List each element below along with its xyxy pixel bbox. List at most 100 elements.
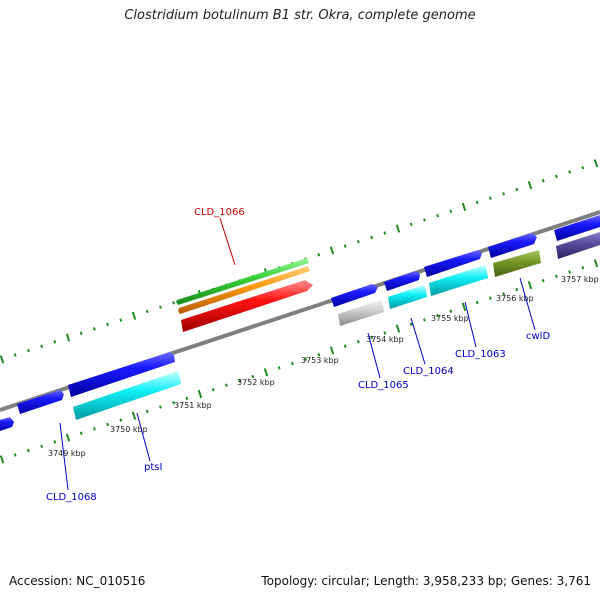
scale-label: 3749 kbp	[48, 449, 86, 458]
minor-tick	[317, 253, 321, 257]
minor-tick	[106, 322, 110, 327]
minor-tick	[79, 331, 83, 335]
minor-tick	[502, 192, 506, 196]
minor-tick	[370, 235, 374, 240]
minor-tick	[238, 379, 242, 383]
minor-tick	[172, 300, 176, 305]
leader-line	[519, 277, 536, 331]
major-tick	[131, 411, 137, 420]
map-title: Clostridium botulinum B1 str. Okra, comp…	[124, 8, 476, 23]
scale-label: 3751 kbp	[174, 401, 212, 410]
gene-arrow-cyan[interactable]	[429, 265, 488, 296]
accession-text: Accession: NC_010516	[9, 574, 146, 588]
minor-tick	[422, 318, 426, 322]
minor-tick	[422, 218, 426, 222]
gene-arrow-orange[interactable]	[178, 266, 310, 314]
gene-arrow-blue[interactable]	[68, 352, 175, 397]
upper-tick-row	[0, 159, 599, 364]
minor-tick	[172, 400, 176, 405]
gene-arrow-blue[interactable]	[331, 284, 378, 307]
minor-tick	[53, 340, 57, 344]
gene-arrow-olive[interactable]	[493, 250, 541, 277]
minor-tick	[356, 239, 360, 244]
scale-labels: 3749 kbp 3750 kbp 3751 kbp 3752 kbp 3753…	[48, 275, 599, 458]
minor-tick	[581, 165, 585, 170]
minor-tick	[53, 440, 57, 444]
minor-tick	[224, 383, 228, 388]
minor-tick	[13, 453, 17, 457]
gene-arrow-blue[interactable]	[0, 417, 14, 431]
minor-tick	[449, 309, 453, 313]
minor-tick	[554, 174, 558, 179]
minor-tick	[304, 357, 308, 361]
gene-arrow-cyan[interactable]	[73, 371, 181, 420]
minor-tick	[26, 348, 30, 353]
leader-line	[367, 332, 381, 379]
scale-label: 3757 kbp	[561, 275, 599, 284]
gene-arrow-grey[interactable]	[338, 300, 384, 326]
scale-label: 3753 kbp	[301, 356, 339, 365]
minor-tick	[383, 231, 387, 235]
major-tick	[329, 346, 335, 355]
major-tick	[461, 202, 467, 211]
minor-tick	[40, 444, 44, 449]
scale-label: 3755 kbp	[431, 314, 469, 323]
leader-line	[464, 301, 477, 348]
minor-tick	[488, 296, 492, 300]
minor-tick	[13, 353, 17, 357]
minor-tick	[290, 361, 294, 366]
gene-arrow-cyan[interactable]	[388, 285, 427, 309]
gene-arrow-blue[interactable]	[554, 215, 600, 241]
minor-tick	[475, 300, 479, 305]
major-tick	[527, 180, 533, 190]
major-tick	[329, 246, 335, 255]
minor-tick	[119, 418, 123, 422]
gene-label-ptsi[interactable]: ptsI	[144, 462, 162, 473]
gene-labels: CLD_1066 CLD_1068 ptsI CLD_1065 CLD_1064…	[46, 207, 550, 503]
gene-label-cld-1063[interactable]: CLD_1063	[455, 349, 506, 360]
gene-arrow-red[interactable]	[181, 280, 313, 332]
scale-label: 3750 kbp	[110, 425, 148, 434]
major-tick	[527, 280, 533, 290]
minor-tick	[92, 427, 96, 431]
minor-tick	[158, 305, 162, 309]
major-tick	[593, 259, 599, 268]
gene-arrow-slate[interactable]	[556, 232, 600, 259]
minor-tick	[26, 448, 30, 453]
minor-tick	[356, 339, 360, 344]
leader-line	[219, 217, 236, 266]
major-tick	[131, 311, 137, 320]
gene-arrow-blue[interactable]	[384, 271, 420, 291]
gene-arrow-blue[interactable]	[488, 233, 537, 258]
scale-label: 3752 kbp	[237, 378, 275, 387]
minor-tick	[515, 187, 519, 192]
gene-label-cld-1065[interactable]: CLD_1065	[358, 380, 409, 391]
gene-label-cld-1066[interactable]: CLD_1066	[194, 207, 245, 218]
genome-track-canvas: 3749 kbp 3750 kbp 3751 kbp 3752 kbp 3753…	[0, 159, 600, 503]
major-tick	[461, 302, 467, 311]
gene-features	[0, 215, 600, 431]
gene-arrow-blue[interactable]	[424, 250, 482, 277]
minor-tick	[158, 405, 162, 409]
major-tick	[395, 324, 401, 333]
gene-label-cld-1068[interactable]: CLD_1068	[46, 492, 97, 503]
major-tick	[593, 159, 599, 168]
minor-tick	[40, 344, 44, 349]
minor-tick	[581, 265, 585, 270]
leader-line	[136, 412, 151, 462]
major-tick	[65, 433, 71, 442]
minor-tick	[568, 270, 572, 274]
gene-arrow-blue[interactable]	[17, 390, 64, 414]
minor-tick	[277, 366, 281, 370]
major-tick	[395, 224, 401, 233]
minor-tick	[145, 409, 149, 414]
minor-tick	[79, 431, 83, 435]
minor-tick	[502, 292, 506, 296]
major-tick	[263, 368, 269, 377]
minor-tick	[436, 313, 440, 318]
gene-arrow-green[interactable]	[176, 258, 309, 305]
gene-label-cwld[interactable]: cwlD	[526, 331, 550, 342]
minor-tick	[211, 387, 215, 392]
gene-label-cld-1064[interactable]: CLD_1064	[403, 366, 454, 377]
